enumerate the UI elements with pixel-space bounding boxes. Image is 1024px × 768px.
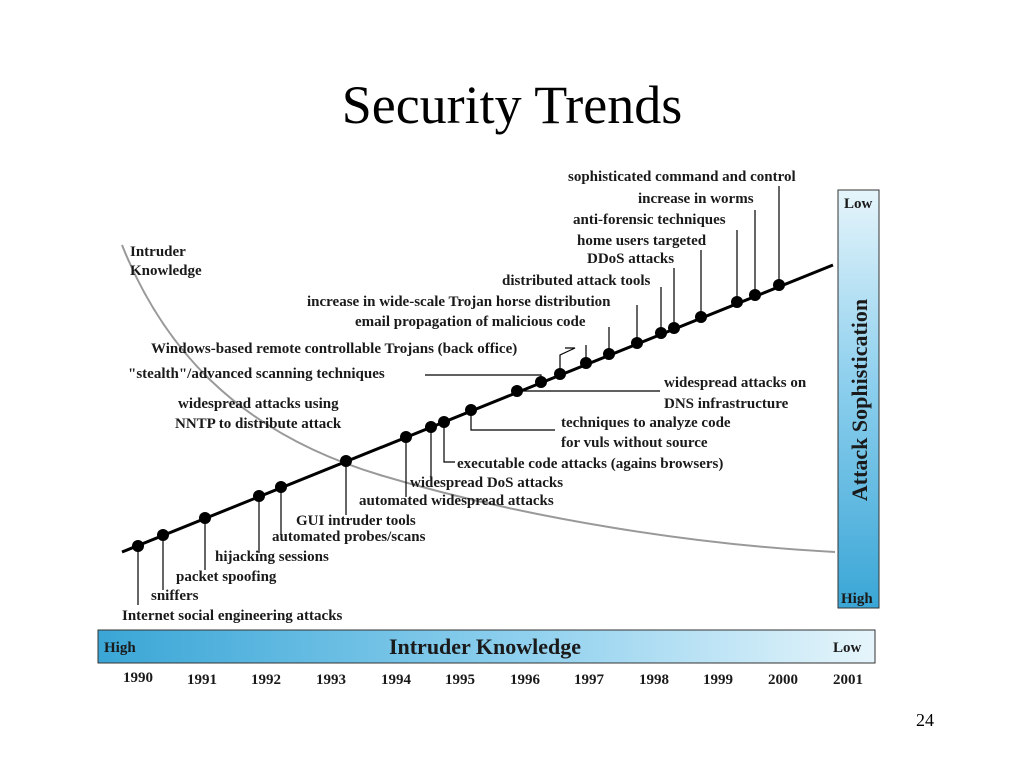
knowledge-low-label: Low xyxy=(833,640,862,656)
year-label: 1997 xyxy=(574,672,605,688)
event-dot xyxy=(668,322,680,334)
event-dot xyxy=(438,416,450,428)
slide-title: Security Trends xyxy=(341,75,683,135)
curve-label-line2: Knowledge xyxy=(130,263,202,279)
event-label: hijacking sessions xyxy=(215,549,329,565)
year-label: 1992 xyxy=(251,672,281,688)
event-dot xyxy=(400,431,412,443)
event-label: packet spoofing xyxy=(176,569,277,585)
event-label: GUI intruder tools xyxy=(296,513,416,529)
year-label: 1998 xyxy=(639,672,669,688)
event-label: NNTP to distribute attack xyxy=(175,416,342,432)
event-dot xyxy=(253,490,265,502)
event-dot xyxy=(731,296,743,308)
year-label: 1990 xyxy=(123,670,153,686)
event-label: home users targeted xyxy=(577,233,707,249)
event-dot xyxy=(655,327,667,339)
sophistication-low-label: Low xyxy=(844,196,873,212)
event-label: sophisticated command and control xyxy=(568,169,796,185)
event-dot xyxy=(580,357,592,369)
year-label: 1995 xyxy=(445,672,475,688)
event-label: "stealth"/advanced scanning techniques xyxy=(128,366,385,382)
event-dot xyxy=(749,289,761,301)
event-label: increase in worms xyxy=(638,191,754,207)
intruder-knowledge-bar xyxy=(97,629,876,664)
sophistication-high-label: High xyxy=(841,591,873,607)
leader-lines xyxy=(137,186,780,605)
page-number: 24 xyxy=(916,710,934,730)
event-dots xyxy=(132,279,785,552)
event-dot xyxy=(511,385,523,397)
year-axis: 1990 1991 1992 1993 1994 1995 1996 1997 … xyxy=(123,670,863,688)
knowledge-high-label: High xyxy=(104,640,136,656)
attack-sophistication-bar xyxy=(837,189,880,609)
event-dot xyxy=(199,512,211,524)
event-dot xyxy=(465,404,477,416)
year-label: 2001 xyxy=(833,672,863,688)
event-dot xyxy=(631,337,643,349)
year-label: 1991 xyxy=(187,672,217,688)
event-dot xyxy=(132,540,144,552)
event-label: DNS infrastructure xyxy=(664,396,789,412)
knowledge-bar-label: Intruder Knowledge xyxy=(389,634,581,659)
intruder-knowledge-curve xyxy=(121,244,836,553)
event-dot xyxy=(157,529,169,541)
event-dot xyxy=(275,481,287,493)
sophistication-bar-label: Attack Sophistication xyxy=(847,299,872,501)
year-label: 1994 xyxy=(381,672,412,688)
event-label: increase in wide-scale Trojan horse dist… xyxy=(307,294,611,310)
event-dot xyxy=(603,348,615,360)
year-label: 1996 xyxy=(510,672,541,688)
event-label: for vuls without source xyxy=(561,435,708,451)
event-label: distributed attack tools xyxy=(502,273,651,289)
event-label: executable code attacks (agains browsers… xyxy=(457,456,723,472)
event-dot xyxy=(773,279,785,291)
event-label: widespread DoS attacks xyxy=(410,475,563,491)
attack-trend-line xyxy=(121,263,834,554)
event-label: techniques to analyze code xyxy=(561,415,731,431)
event-label: Windows-based remote controllable Trojan… xyxy=(151,341,517,357)
year-label: 2000 xyxy=(768,672,798,688)
event-label: DDoS attacks xyxy=(587,251,674,267)
event-label: anti-forensic techniques xyxy=(573,212,726,228)
event-dot xyxy=(554,368,566,380)
event-label: sniffers xyxy=(151,588,199,604)
event-dot xyxy=(340,455,352,467)
event-label: automated widespread attacks xyxy=(359,493,554,509)
event-label: automated probes/scans xyxy=(272,529,426,545)
event-label: widespread attacks using xyxy=(178,396,339,412)
event-dot xyxy=(535,376,547,388)
year-label: 1999 xyxy=(703,672,733,688)
curve-label-line1: Intruder xyxy=(130,244,186,260)
year-label: 1993 xyxy=(316,672,346,688)
event-label: Internet social engineering attacks xyxy=(122,608,343,624)
event-dot xyxy=(695,311,707,323)
event-dot xyxy=(425,421,437,433)
event-label: widespread attacks on xyxy=(664,375,807,391)
event-label: email propagation of malicious code xyxy=(355,314,586,330)
